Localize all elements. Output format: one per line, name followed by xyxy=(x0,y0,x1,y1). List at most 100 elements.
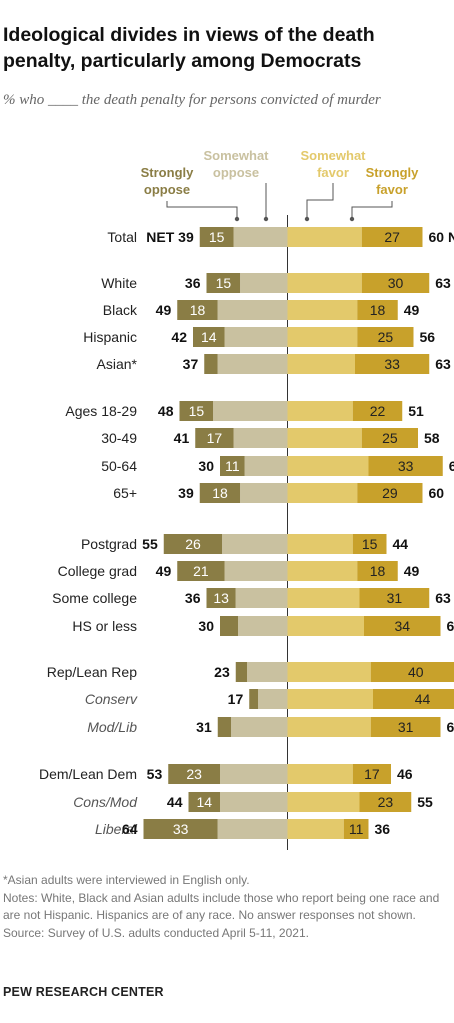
bar-strongly-favor xyxy=(357,561,398,581)
bar-strongly-favor xyxy=(352,764,391,784)
bar-somewhat-favor xyxy=(287,227,362,247)
row-label: Postgrad xyxy=(81,536,137,552)
strongly-favor-value: 25 xyxy=(382,430,398,446)
row-label: Hispanic xyxy=(83,329,137,345)
net-oppose-value: 48 xyxy=(158,403,174,419)
net-favor-value: 58 xyxy=(424,430,440,446)
strongly-favor-value: 23 xyxy=(378,794,394,810)
legend-strongly-oppose-line2: oppose xyxy=(144,182,190,197)
net-favor-value: 55 xyxy=(417,794,433,810)
strongly-favor-value: 22 xyxy=(370,403,386,419)
strongly-oppose-value: 33 xyxy=(173,821,189,837)
legend-strongly-favor-line1: Strongly xyxy=(366,165,419,180)
strongly-favor-value: 31 xyxy=(398,719,414,735)
strongly-oppose-value: 26 xyxy=(185,536,201,552)
strongly-favor-value: 25 xyxy=(378,329,394,345)
strongly-favor-value: 17 xyxy=(364,766,380,782)
net-oppose-value: 49 xyxy=(156,302,172,318)
strongly-favor-value: 29 xyxy=(382,485,398,501)
bar-somewhat-oppose xyxy=(220,764,288,784)
net-favor-value: 44 xyxy=(393,536,409,552)
bar-somewhat-oppose xyxy=(220,792,288,812)
bar-somewhat-oppose xyxy=(224,327,288,347)
row-label: Mod/Lib xyxy=(87,719,137,735)
bar-strongly-favor xyxy=(370,662,454,682)
bar-somewhat-oppose xyxy=(217,354,288,374)
net-oppose-value: 17 xyxy=(228,691,244,707)
bar-somewhat-oppose xyxy=(258,689,288,709)
bar-somewhat-oppose xyxy=(235,588,288,608)
strongly-favor-value: 33 xyxy=(384,356,400,372)
bar-somewhat-oppose xyxy=(233,227,288,247)
net-favor-value: 56 xyxy=(420,329,436,345)
bar-strongly-favor xyxy=(361,428,418,448)
net-oppose-value: 44 xyxy=(167,794,183,810)
row-label: Dem/Lean Dem xyxy=(39,766,137,782)
net-favor-value: 69 xyxy=(449,458,454,474)
bar-strongly-oppose xyxy=(163,534,223,554)
strongly-oppose-value: 14 xyxy=(196,794,212,810)
bar-somewhat-oppose xyxy=(238,616,288,636)
net-oppose-value: 42 xyxy=(171,329,187,345)
bar-somewhat-favor xyxy=(287,273,362,293)
net-oppose-value: 23 xyxy=(214,664,230,680)
row-label: Ages 18-29 xyxy=(65,403,137,419)
row-label: White xyxy=(101,275,137,291)
strongly-oppose-value: 15 xyxy=(209,229,225,245)
net-favor-value: 60 NET xyxy=(429,229,454,245)
net-favor-value: 63 xyxy=(435,590,451,606)
strongly-favor-value: 18 xyxy=(370,302,386,318)
bar-strongly-favor xyxy=(361,227,423,247)
net-oppose-value: 30 xyxy=(198,618,214,634)
bar-strongly-favor xyxy=(373,689,454,709)
bar-somewhat-favor xyxy=(287,662,371,682)
bar-somewhat-favor xyxy=(287,401,353,421)
bar-strongly-favor xyxy=(361,273,430,293)
row-label: Total xyxy=(107,229,137,245)
strongly-favor-value: 40 xyxy=(408,664,424,680)
strongly-oppose-value: 11 xyxy=(225,458,240,474)
chart-title: Ideological divides in views of the deat… xyxy=(3,24,375,72)
row-label: Some college xyxy=(52,590,137,606)
strongly-favor-value: 44 xyxy=(415,691,431,707)
bar-strongly-favor xyxy=(355,354,430,374)
leader-dot-3 xyxy=(349,216,355,222)
bar-somewhat-favor xyxy=(287,300,358,320)
leader-dot-2 xyxy=(304,216,310,222)
net-favor-value: 60 xyxy=(429,485,445,501)
bar-somewhat-oppose xyxy=(213,401,288,421)
bar-strongly-oppose xyxy=(235,662,247,682)
row-label: 30-49 xyxy=(101,430,137,446)
leader-dot-1 xyxy=(263,216,269,222)
strongly-favor-value: 30 xyxy=(388,275,404,291)
source-note: Source: Survey of U.S. adults conducted … xyxy=(3,925,309,940)
bar-strongly-oppose xyxy=(179,401,214,421)
leader-strongly-favor xyxy=(351,201,393,219)
bar-somewhat-favor xyxy=(287,327,358,347)
bar-strongly-oppose xyxy=(204,354,218,374)
bar-somewhat-oppose xyxy=(217,300,288,320)
bar-somewhat-favor xyxy=(287,689,373,709)
bar-somewhat-favor xyxy=(287,717,371,737)
bar-strongly-favor xyxy=(352,401,403,421)
bar-somewhat-favor xyxy=(287,483,358,503)
strongly-oppose-value: 23 xyxy=(186,766,202,782)
strongly-favor-value: 31 xyxy=(387,590,403,606)
bar-strongly-favor xyxy=(357,327,414,347)
row-label: HS or less xyxy=(72,618,137,634)
bar-somewhat-favor xyxy=(287,764,353,784)
legend-somewhat-oppose-line2: oppose xyxy=(213,165,259,180)
row-label: 50-64 xyxy=(101,458,137,474)
bar-somewhat-favor xyxy=(287,561,358,581)
diverging-bar-chart: Strongly oppose Somewhat oppose Somewhat favo… xyxy=(39,148,454,850)
net-favor-value: 49 xyxy=(404,302,420,318)
strongly-favor-value: 34 xyxy=(394,618,410,634)
net-favor-value: 63 xyxy=(435,275,451,291)
bar-somewhat-oppose xyxy=(222,534,288,554)
bar-somewhat-favor xyxy=(287,428,362,448)
net-favor-value: 46 xyxy=(397,766,413,782)
net-favor-value: 36 xyxy=(375,821,391,837)
net-oppose-value: NET 39 xyxy=(146,229,194,245)
row-label: Conserv xyxy=(85,691,138,707)
strongly-oppose-value: 18 xyxy=(212,485,228,501)
